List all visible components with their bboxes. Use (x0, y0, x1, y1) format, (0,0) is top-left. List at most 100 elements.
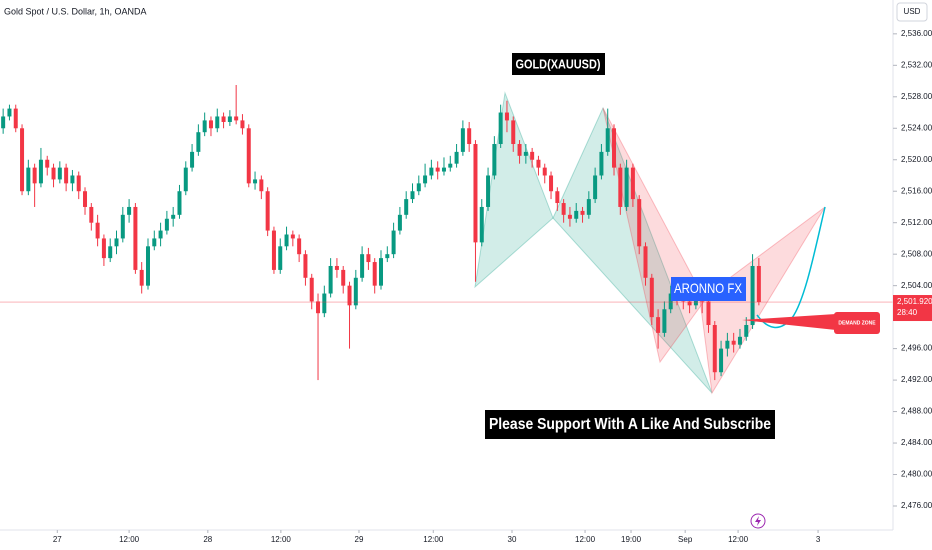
candle-body (196, 132, 201, 152)
candle-body (271, 230, 276, 270)
candle-body (618, 167, 623, 207)
candle-body (504, 112, 509, 121)
x-tick-label: 12:00 (728, 535, 749, 544)
candle-body (737, 336, 742, 345)
candle-body (139, 269, 144, 286)
last-price-box (893, 295, 932, 322)
candle-body (158, 230, 163, 239)
y-tick-label: 2,496.000 (901, 344, 932, 353)
candle-body (328, 265, 333, 294)
candle-body (171, 214, 176, 219)
x-tick-label: Sep (678, 535, 693, 544)
candle-body (441, 167, 446, 172)
candle-body (64, 167, 69, 184)
candle-body (593, 175, 598, 200)
candle-body (536, 159, 541, 168)
y-tick-label: 2,484.000 (901, 438, 932, 447)
candle-body (574, 210, 579, 219)
candle-body (750, 265, 755, 326)
annotation: GOLD(XAUUSD) (516, 56, 601, 71)
candle-body (83, 191, 88, 207)
y-tick-label: 2,512.000 (901, 218, 932, 227)
candle-body (492, 144, 497, 176)
candle-body (379, 258, 384, 286)
candle-body (284, 234, 289, 247)
annotation: ARONNO FX (674, 280, 743, 296)
candle-body (725, 340, 730, 349)
candle-body (630, 167, 635, 200)
candle-body (599, 151, 604, 176)
annotation-box (512, 53, 605, 75)
candle-body (586, 199, 591, 215)
candle-body (391, 230, 396, 255)
candle-body (95, 222, 100, 239)
annotation: Please Support With A Like And Subscribe (489, 416, 771, 433)
candle-body (542, 167, 547, 176)
candle-body (13, 108, 18, 129)
plot-area (0, 84, 893, 381)
candle-body (706, 301, 711, 326)
candle-body (45, 159, 50, 168)
candle-body (473, 144, 478, 243)
candle-body (404, 199, 409, 215)
candle-body (460, 128, 465, 152)
x-tick-label: 12:00 (575, 535, 596, 544)
candle-body (385, 254, 390, 259)
candle-body (234, 116, 239, 121)
candle-body (341, 269, 346, 286)
candle-body (114, 238, 119, 247)
candle-body (1, 116, 6, 129)
candle-body (756, 265, 761, 303)
candle-body (177, 191, 182, 215)
candle-body (511, 120, 516, 145)
candle-body (164, 218, 169, 231)
candle-body (649, 277, 654, 318)
y-tick-label: 2,508.000 (901, 249, 932, 258)
y-tick-label: 2,524.000 (901, 123, 932, 132)
y-tick-label: 2,504.000 (901, 281, 932, 290)
candle-body (486, 175, 491, 207)
candle-body (221, 116, 226, 122)
candle-body (580, 210, 585, 215)
y-tick-label: 2,520.000 (901, 155, 932, 164)
candle-body (32, 167, 37, 184)
event-icon-bolt (755, 516, 761, 526)
candle-body (360, 254, 365, 278)
candle-body (555, 191, 560, 204)
candle-body (624, 167, 629, 207)
candle-body (662, 309, 667, 333)
candle-body (227, 116, 232, 122)
candle-body (57, 167, 62, 180)
candle-body (353, 277, 358, 306)
candle-body (309, 277, 314, 302)
candle-body (530, 151, 535, 160)
candle-body (101, 238, 106, 259)
candle-body (38, 159, 43, 184)
candle-body (120, 214, 125, 239)
x-tick-label: 29 (355, 535, 364, 544)
candle-body (7, 108, 12, 117)
x-tick-label: 12:00 (271, 535, 292, 544)
candle-body (183, 167, 188, 192)
y-tick-label: 2,516.000 (901, 186, 932, 195)
pattern-pink (699, 206, 826, 395)
candle-body (76, 175, 81, 192)
candle-body (152, 238, 157, 247)
candle-body (246, 128, 251, 184)
y-tick-label: 2,536.000 (901, 29, 932, 38)
candle-body (133, 206, 138, 270)
candle-body (712, 325, 717, 373)
x-tick-label: 28 (203, 535, 212, 544)
candle-body (372, 262, 377, 286)
x-tick-label: 3 (816, 535, 821, 544)
candle-body (656, 317, 661, 333)
candle-body (479, 206, 484, 243)
candle-body (278, 246, 283, 270)
candle-body (687, 301, 692, 306)
candle-body (549, 175, 554, 192)
candle-body (108, 246, 113, 259)
candle-body (429, 167, 434, 176)
candle-body (366, 254, 371, 263)
demand-box (834, 312, 880, 334)
